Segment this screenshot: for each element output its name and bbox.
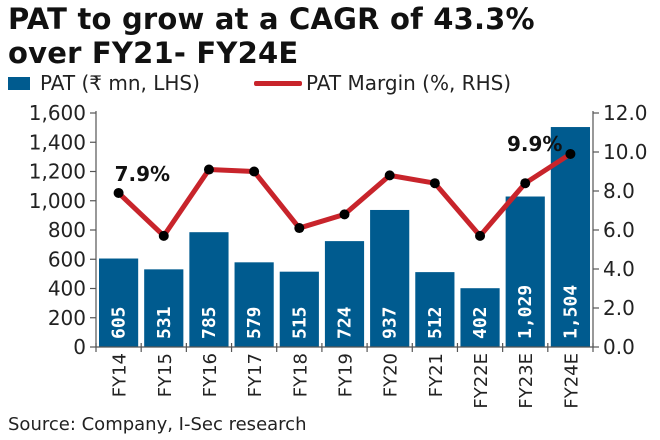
legend-item-pat: PAT (₹ mn, LHS) [8,71,200,95]
bar-value-label: 531 [154,306,175,339]
bar-value-label: 605 [109,306,130,339]
left-axis: 0 200 400 600 800 1,000 1,200 1,400 1,600 [29,101,97,359]
bar-fy23e [505,196,545,347]
bar-value-label: 937 [380,306,401,339]
left-tick-label: 1,400 [29,130,86,154]
right-tick-label: 12.0 [603,101,648,125]
x-category-label: FY19 [336,353,357,397]
annotation-label: 7.9% [115,162,170,186]
bar-fy17 [234,262,274,347]
legend: PAT (₹ mn, LHS) PAT Margin (%, RHS) [8,71,660,97]
line-series [113,148,576,241]
pat-margin-marker-fy20 [384,170,395,181]
left-tick-label: 0 [73,335,86,359]
annotations: 7.9% 9.9% [115,132,563,186]
left-tick-label: 600 [48,247,86,271]
source-note: Source: Company, I-Sec research [8,414,307,435]
annotation-label: 9.9% [507,132,562,156]
bar-value-label: 1,029 [515,285,536,339]
legend-bar-label: PAT (₹ mn, LHS) [40,71,200,95]
right-tick-label: 0.0 [603,335,635,359]
legend-bar-swatch [8,76,30,90]
right-tick-label: 6.0 [603,218,635,242]
x-category-label: FY18 [290,353,311,397]
chart-title-line-2: over FY21- FY24E [8,36,299,70]
pat-margin-marker-fy14 [113,187,124,198]
x-category-label: FY14 [110,353,131,397]
x-category-label: FY24E [561,353,582,409]
left-tick-label: 200 [48,306,86,330]
bar-fy20 [370,209,410,347]
legend-line-label: PAT Margin (%, RHS) [306,71,512,95]
bar-fy21 [415,272,455,347]
x-category-label: FY15 [155,353,176,397]
bar-value-label: 515 [289,306,310,339]
left-tick-label: 1,200 [29,160,86,184]
bar-value-label: 1,504 [560,285,581,339]
right-tick-label: 2.0 [603,296,635,320]
legend-item-pat-margin: PAT Margin (%, RHS) [254,71,511,95]
bar-fy16 [189,232,229,347]
pat-margin-marker-fy24e [565,148,576,159]
x-category-label: FY22E [471,353,492,409]
bar-value-label: 402 [470,306,491,339]
bar-value-label: 579 [244,306,265,339]
right-tick-label: 8.0 [603,179,635,203]
legend-line-swatch [254,80,302,86]
x-category-label: FY17 [245,353,266,397]
pat-margin-marker-fy19 [339,209,350,220]
right-axis: 0.0 2.0 4.0 6.0 8.0 10.0 12.0 [592,101,648,359]
pat-margin-marker-fy16 [203,164,214,175]
bar-value-label: 724 [335,306,356,339]
bar-value-label: 512 [425,306,446,339]
x-category-label: FY20 [381,353,402,397]
right-tick-label: 10.0 [603,140,648,164]
pat-margin-marker-fy15 [158,230,169,241]
pat-margin-marker-fy18 [294,223,305,234]
bar-fy14 [99,258,139,347]
left-tick-label: 800 [48,218,86,242]
x-axis: FY14 FY15 FY16 FY17 FY18 FY19 FY20 FY21 FY22E FY2… [95,343,594,409]
pat-margin-line [116,151,572,239]
right-tick-label: 4.0 [603,257,635,281]
left-tick-label: 1,000 [29,189,86,213]
bar-fy19 [324,241,365,347]
left-tick-label: 400 [48,277,86,301]
pat-margin-marker-fy21 [429,178,440,189]
chart-title: PAT to grow at a CAGR of 43.3% over FY21… [8,2,535,70]
bar-fy15 [144,269,184,347]
chart-title-line-1: PAT to grow at a CAGR of 43.3% [8,2,535,36]
pat-margin-marker-fy17 [249,166,260,177]
bar-series: 605 531 785 579 515 724 937 512 402 1,029 1,504 [99,127,590,347]
bar-fy18 [279,271,319,347]
x-category-label: FY16 [200,353,221,397]
bar-fy22e [460,288,500,347]
pat-margin-marker-fy23e [520,178,531,189]
bar-value-label: 785 [199,306,220,339]
pat-margin-marker-fy22e [475,230,486,241]
left-tick-label: 1,600 [29,101,86,125]
x-category-label: FY23E [516,353,537,409]
x-category-label: FY21 [426,353,447,397]
